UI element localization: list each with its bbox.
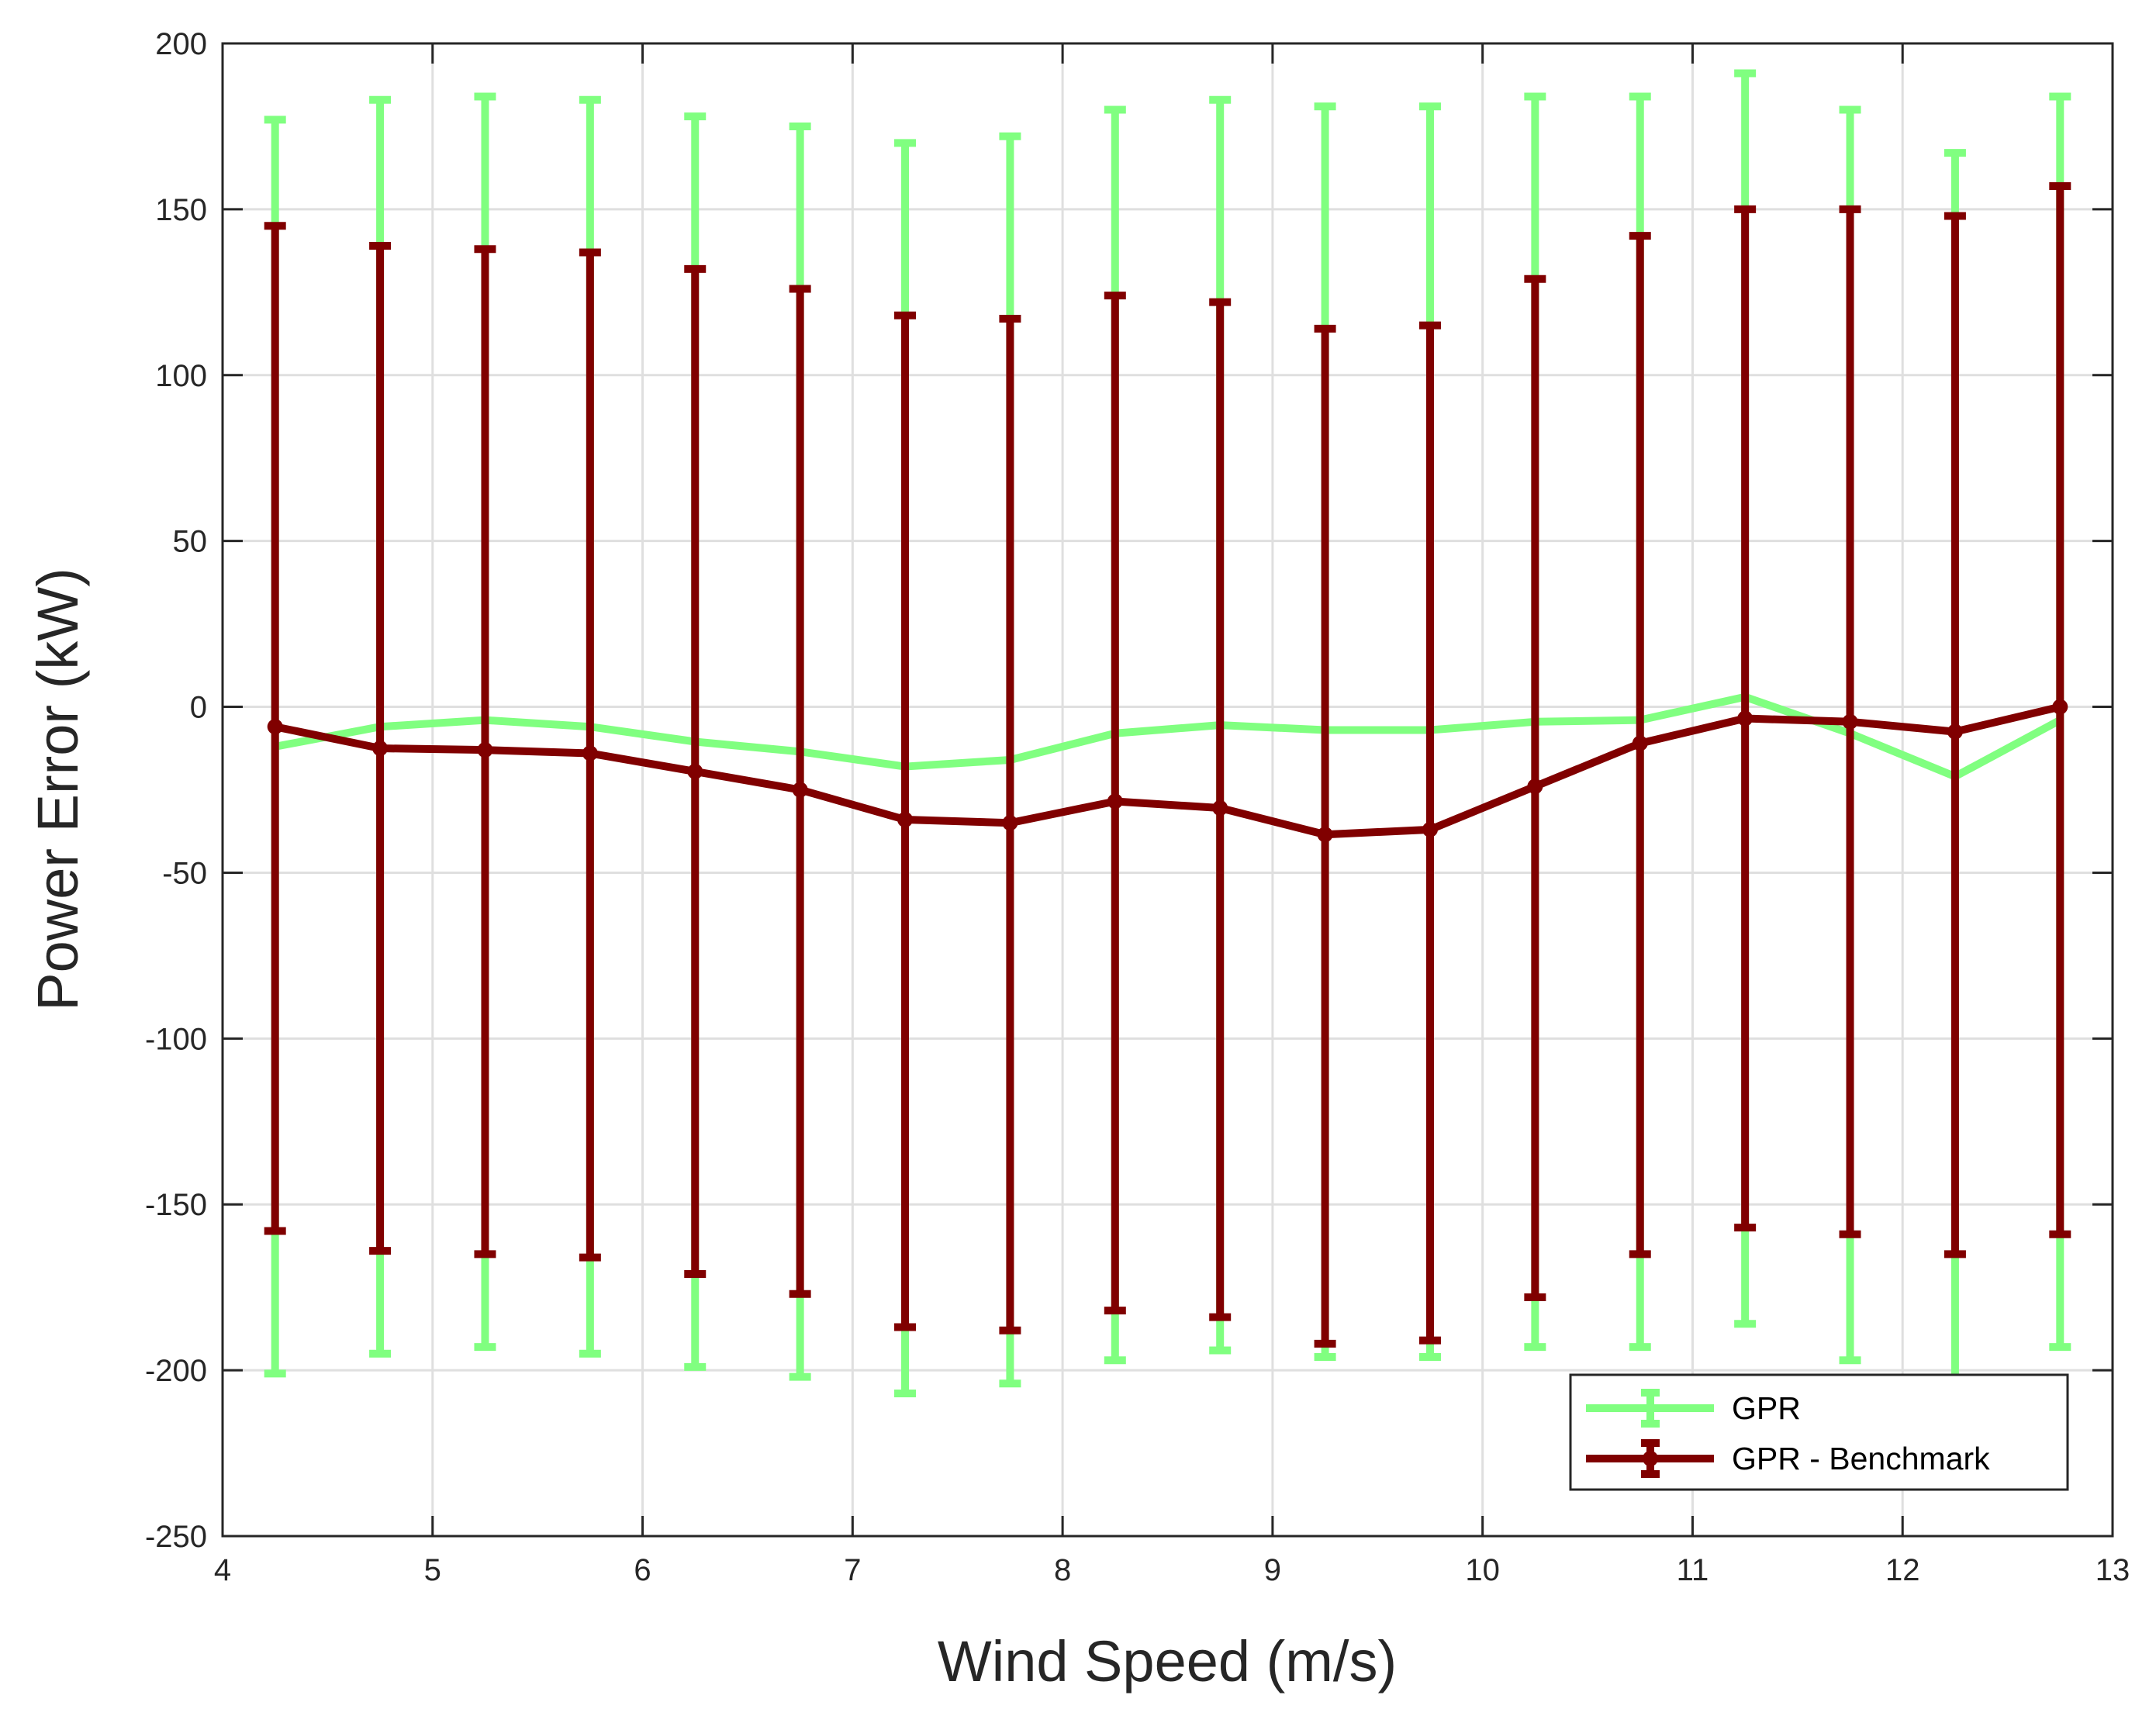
y-tick-label: 50: [173, 525, 208, 559]
x-tick-label: 4: [214, 1553, 231, 1587]
x-tick-label: 6: [634, 1553, 651, 1587]
data-point: [1317, 827, 1333, 843]
x-tick-label: 8: [1054, 1553, 1071, 1587]
data-point: [687, 763, 703, 779]
y-tick-label: 150: [155, 193, 207, 227]
y-axis-title: Power Error (kW): [26, 568, 90, 1010]
y-tick-label: -100: [145, 1022, 207, 1056]
x-tick-label: 13: [2096, 1553, 2130, 1587]
y-tick-label: 200: [155, 27, 207, 61]
series-line: [274, 692, 2062, 781]
data-point: [1947, 723, 1963, 740]
data-point: [1632, 735, 1648, 751]
data-point: [1422, 821, 1438, 837]
series-line: [274, 703, 2061, 839]
plot-area: [223, 43, 2113, 1536]
legend: GPR GPR - Benchmark: [1569, 1373, 2069, 1491]
legend-label-gpr-benchmark: GPR - Benchmark: [1732, 1441, 1990, 1476]
series-layer: [264, 69, 2071, 1411]
data-point: [2052, 699, 2068, 715]
data-point: [897, 812, 914, 827]
series-gpr-benchmark: [264, 181, 2071, 1348]
y-tick-label: 0: [190, 691, 207, 725]
data-point: [477, 742, 493, 758]
x-axis-title: Wind Speed (m/s): [938, 1629, 1397, 1694]
y-tick-label: -250: [145, 1520, 207, 1554]
y-tick-label: -200: [145, 1354, 207, 1388]
data-point: [792, 782, 808, 798]
data-point: [372, 741, 389, 757]
axis-tick-labels: 4 5 6 7 8 9 10 11 12 13 -250 -200 -150 -100 -50 0 50 100 1…: [145, 27, 2130, 1587]
x-tick-label: 5: [424, 1553, 441, 1587]
legend-label-gpr: GPR: [1732, 1390, 1801, 1426]
data-point: [1527, 779, 1543, 795]
data-point: [1842, 713, 1858, 730]
axis-ticks: [221, 42, 2114, 1538]
data-point: [1737, 710, 1753, 727]
x-tick-label: 9: [1264, 1553, 1281, 1587]
axes-box: [221, 42, 2114, 1538]
legend-entry-gpr-benchmark: GPR - Benchmark: [1586, 1439, 1990, 1478]
legend-marker-gpr-benchmark: [1643, 1451, 1658, 1466]
x-tick-label: 12: [1885, 1553, 1920, 1587]
data-point: [1107, 793, 1123, 810]
legend-entry-gpr: GPR: [1586, 1389, 1801, 1428]
y-tick-label: -150: [145, 1188, 207, 1222]
y-tick-label: 100: [155, 359, 207, 393]
x-tick-label: 11: [1677, 1553, 1709, 1587]
grid-lines: [223, 43, 2113, 1536]
x-tick-label: 7: [844, 1553, 861, 1587]
data-point: [582, 745, 598, 761]
x-tick-label: 10: [1465, 1553, 1500, 1587]
y-tick-label: -50: [162, 856, 207, 890]
data-point: [267, 719, 283, 735]
data-point: [1212, 800, 1228, 817]
data-point: [1002, 815, 1018, 831]
